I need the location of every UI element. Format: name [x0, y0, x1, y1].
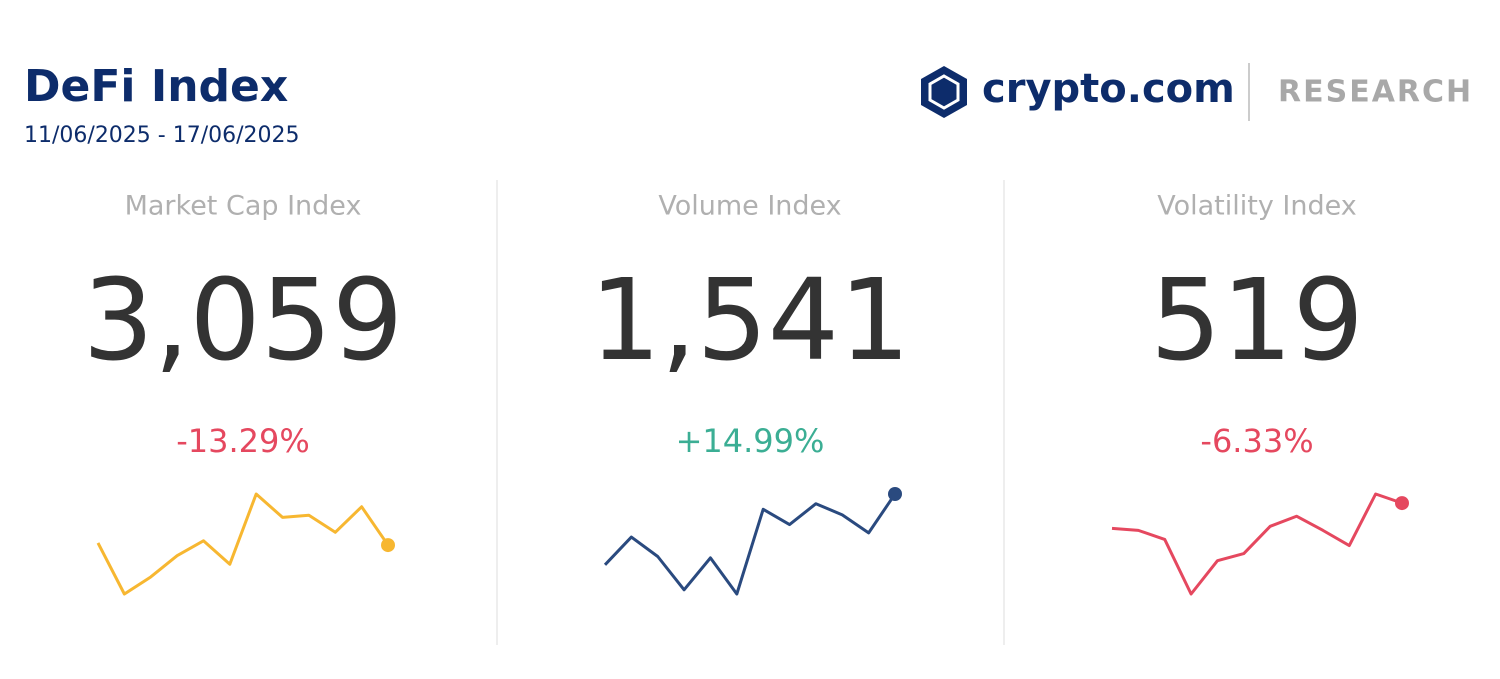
card-label: Volatility Index — [1157, 191, 1357, 222]
sparkline-end-dot — [1395, 496, 1409, 511]
sparkline — [1111, 492, 1403, 596]
logo-icon — [921, 66, 967, 118]
logo-icon-inner — [928, 74, 960, 110]
logo-brand: crypto.com — [982, 66, 1235, 112]
logo-section: RESEARCH — [1278, 75, 1473, 110]
date-range: 11/06/2025 - 17/06/2025 — [24, 123, 300, 148]
card-change: -6.33% — [1200, 422, 1313, 460]
card-value: 1,541 — [590, 256, 911, 386]
card-value: 519 — [1150, 256, 1364, 386]
card-value: 3,059 — [83, 256, 404, 386]
card-change: -13.29% — [176, 422, 310, 460]
card-label: Volume Index — [658, 191, 841, 222]
sparkline-end-dot — [888, 487, 902, 501]
title: DeFi Index — [24, 61, 288, 112]
card-label: Market Cap Index — [125, 191, 362, 222]
sparkline-end-dot — [381, 538, 395, 553]
logo: crypto.com RESEARCH — [921, 63, 1473, 121]
card-change: +14.99% — [676, 422, 825, 460]
sparkline — [96, 492, 390, 596]
sparkline — [603, 493, 897, 596]
